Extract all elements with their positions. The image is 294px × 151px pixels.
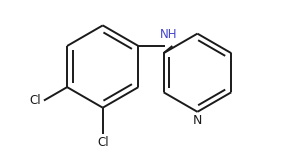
Text: N: N	[193, 114, 202, 127]
Text: NH: NH	[160, 28, 177, 41]
Text: Cl: Cl	[97, 136, 108, 149]
Text: Cl: Cl	[30, 94, 41, 107]
